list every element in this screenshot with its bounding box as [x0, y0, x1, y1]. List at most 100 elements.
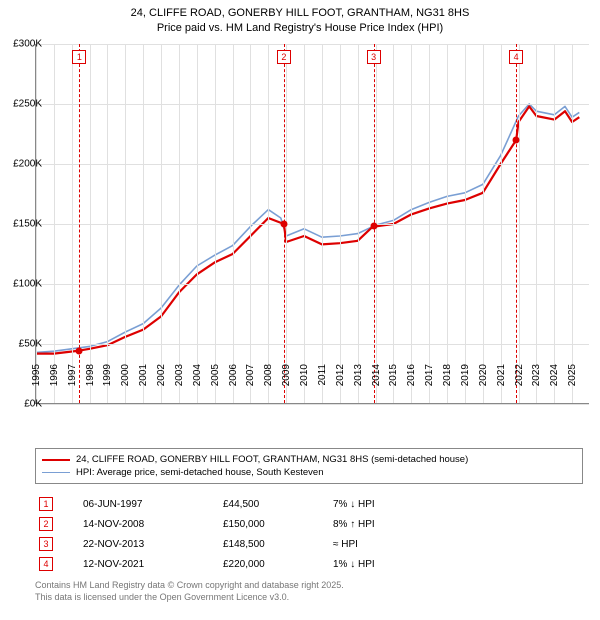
attribution: Contains HM Land Registry data © Crown c…: [35, 580, 344, 603]
gridline-h: [36, 404, 589, 405]
x-tick-label: 2022: [514, 364, 525, 386]
x-tick-label: 2003: [174, 364, 185, 386]
sale-date: 14-NOV-2008: [83, 519, 223, 530]
sale-number-box: 4: [39, 557, 53, 571]
gridline-v: [411, 44, 412, 403]
sale-hpi-delta: 1% ↓ HPI: [333, 559, 453, 570]
x-tick-label: 1995: [31, 364, 42, 386]
gridline-v: [393, 44, 394, 403]
legend-item-price-paid: 24, CLIFFE ROAD, GONERBY HILL FOOT, GRAN…: [42, 453, 576, 466]
gridline-v: [358, 44, 359, 403]
sales-table-row: 1 06-JUN-1997£44,5007% ↓ HPI: [35, 494, 583, 514]
sale-hpi-delta: ≈ HPI: [333, 539, 453, 550]
gridline-v: [483, 44, 484, 403]
sale-marker-dot: [76, 347, 83, 354]
x-tick-label: 2024: [549, 364, 560, 386]
x-tick-label: 2010: [299, 364, 310, 386]
sale-date: 22-NOV-2013: [83, 539, 223, 550]
gridline-h: [36, 104, 589, 105]
sale-marker-number: 3: [367, 50, 381, 64]
x-tick-label: 2009: [281, 364, 292, 386]
gridline-v: [536, 44, 537, 403]
sale-marker-number: 4: [509, 50, 523, 64]
sales-table: 1 06-JUN-1997£44,5007% ↓ HPI 2 14-NOV-2008£…: [35, 494, 583, 574]
x-tick-label: 2012: [335, 364, 346, 386]
y-tick-label: £250K: [0, 99, 42, 110]
x-tick-label: 2005: [210, 364, 221, 386]
sales-table-row: 412-NOV-2021£220,0001% ↓ HPI: [35, 554, 583, 574]
sale-number-box: 3: [39, 537, 53, 551]
legend-swatch: [42, 472, 70, 473]
y-tick-label: £100K: [0, 279, 42, 290]
gridline-v: [179, 44, 180, 403]
gridline-v: [107, 44, 108, 403]
x-tick-label: 1998: [85, 364, 96, 386]
sale-hpi-delta: 7% ↓ HPI: [333, 499, 453, 510]
gridline-v: [340, 44, 341, 403]
gridline-v: [447, 44, 448, 403]
chart-title: 24, CLIFFE ROAD, GONERBY HILL FOOT, GRAN…: [0, 0, 600, 36]
x-tick-label: 2014: [371, 364, 382, 386]
sale-date: 06-JUN-1997: [83, 499, 223, 510]
gridline-v: [215, 44, 216, 403]
x-tick-label: 2001: [138, 364, 149, 386]
sale-marker-dot: [280, 221, 287, 228]
sale-marker-dot: [370, 222, 377, 229]
gridline-v: [233, 44, 234, 403]
y-tick-label: £300K: [0, 39, 42, 50]
gridline-v: [125, 44, 126, 403]
x-tick-label: 1997: [67, 364, 78, 386]
y-tick-label: £150K: [0, 219, 42, 230]
gridline-v: [519, 44, 520, 403]
sale-date: 12-NOV-2021: [83, 559, 223, 570]
chart: 1234: [35, 44, 589, 404]
x-tick-label: 2013: [353, 364, 364, 386]
sales-table-row: 214-NOV-2008£150,0008% ↑ HPI: [35, 514, 583, 534]
sale-number-box: 1: [39, 497, 53, 511]
attribution-line-2: This data is licensed under the Open Gov…: [35, 592, 344, 604]
x-tick-label: 2011: [317, 364, 328, 386]
gridline-v: [572, 44, 573, 403]
x-tick-label: 2025: [567, 364, 578, 386]
y-tick-label: £50K: [0, 339, 42, 350]
x-tick-label: 2017: [424, 364, 435, 386]
gridline-v: [72, 44, 73, 403]
sale-price: £148,500: [223, 539, 333, 550]
title-line-2: Price paid vs. HM Land Registry's House …: [0, 21, 600, 36]
x-tick-label: 2023: [531, 364, 542, 386]
x-tick-label: 2008: [263, 364, 274, 386]
sale-number-box: 2: [39, 517, 53, 531]
legend-item-hpi: HPI: Average price, semi-detached house,…: [42, 466, 576, 479]
legend-label: 24, CLIFFE ROAD, GONERBY HILL FOOT, GRAN…: [76, 454, 468, 465]
sale-marker-line: [516, 44, 517, 403]
legend-swatch: [42, 459, 70, 461]
gridline-v: [322, 44, 323, 403]
attribution-line-1: Contains HM Land Registry data © Crown c…: [35, 580, 344, 592]
x-tick-label: 2020: [478, 364, 489, 386]
gridline-h: [36, 44, 589, 45]
x-tick-label: 1999: [102, 364, 113, 386]
y-tick-label: £200K: [0, 159, 42, 170]
sale-price: £150,000: [223, 519, 333, 530]
gridline-v: [501, 44, 502, 403]
gridline-v: [268, 44, 269, 403]
x-tick-label: 2007: [245, 364, 256, 386]
gridline-v: [143, 44, 144, 403]
title-line-1: 24, CLIFFE ROAD, GONERBY HILL FOOT, GRAN…: [0, 6, 600, 21]
gridline-v: [304, 44, 305, 403]
plot-area: 1234: [35, 44, 589, 404]
x-tick-label: 2000: [120, 364, 131, 386]
y-tick-label: £0K: [0, 399, 42, 410]
gridline-v: [429, 44, 430, 403]
sales-table-row: 3 22-NOV-2013£148,500≈ HPI: [35, 534, 583, 554]
gridline-h: [36, 164, 589, 165]
x-tick-label: 2019: [460, 364, 471, 386]
sale-marker-number: 1: [72, 50, 86, 64]
x-tick-label: 2018: [442, 364, 453, 386]
gridline-v: [250, 44, 251, 403]
gridline-h: [36, 284, 589, 285]
x-tick-label: 2004: [192, 364, 203, 386]
sale-price: £44,500: [223, 499, 333, 510]
x-tick-label: 2006: [228, 364, 239, 386]
sale-marker-dot: [513, 137, 520, 144]
